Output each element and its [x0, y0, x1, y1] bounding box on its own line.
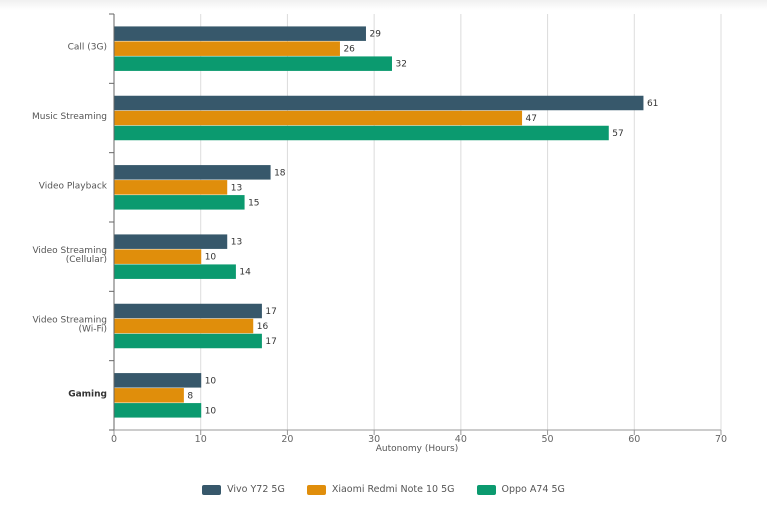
bar-value-label: 18: [274, 168, 286, 178]
bar[interactable]: [114, 333, 262, 349]
category-labels: Call (3G) Music Streaming Video Playback Vi…: [32, 43, 108, 400]
legend-label: Xiaomi Redmi Note 10 5G: [331, 484, 455, 495]
bar-value-label: 10: [205, 253, 217, 263]
bar[interactable]: [114, 110, 523, 126]
bar-value-label: 16: [257, 322, 269, 332]
bar[interactable]: [114, 388, 184, 403]
bar[interactable]: [114, 41, 340, 56]
bar[interactable]: [114, 264, 236, 279]
bar[interactable]: [114, 234, 228, 249]
category-label: Video Playback: [39, 181, 108, 191]
bar[interactable]: [114, 318, 254, 334]
bar-value-label: 13: [231, 183, 242, 193]
x-tick-label: 0: [111, 434, 117, 445]
category-label: (Cellular): [66, 255, 107, 265]
legend-label: Oppo A74 5G: [501, 484, 565, 495]
bar-value-label: 8: [187, 391, 193, 401]
x-tick-label: 40: [455, 434, 467, 445]
bar-value-label: 17: [265, 307, 276, 317]
bar[interactable]: [114, 26, 366, 41]
axes: [109, 13, 722, 435]
bar-value-label: 10: [205, 406, 217, 416]
bar[interactable]: [114, 373, 202, 388]
bar[interactable]: [114, 125, 609, 141]
bar-value-label: 26: [343, 45, 355, 55]
x-tick-label: 70: [715, 434, 727, 445]
category-label: Video Streaming: [32, 316, 107, 326]
bar-value-label: 15: [248, 198, 259, 208]
bar-value-label: 14: [239, 268, 251, 278]
value-labels: 29 26 32 61 47 57 18 13 15 13 10 14 17 16 17 10 8 10: [187, 30, 658, 417]
bar[interactable]: [114, 165, 271, 180]
bar-value-label: 32: [395, 60, 406, 70]
legend-label: Vivo Y72 5G: [227, 484, 285, 495]
legend-swatch: [202, 484, 222, 495]
legend-item[interactable]: Vivo Y72 5G: [202, 484, 285, 495]
bar-value-label: 13: [231, 238, 242, 248]
bar-value-label: 10: [205, 376, 217, 386]
category-label: Music Streaming: [32, 112, 107, 122]
legend-swatch: [306, 484, 326, 495]
x-tick-label: 20: [281, 434, 293, 445]
bar-value-label: 57: [612, 129, 623, 139]
bars: [114, 26, 644, 418]
legend-item[interactable]: Xiaomi Redmi Note 10 5G: [306, 484, 455, 495]
x-tick-label: 30: [368, 434, 380, 445]
x-tick-label: 60: [628, 434, 640, 445]
legend: Vivo Y72 5G Xiaomi Redmi Note 10 5G Oppo A…: [0, 484, 767, 495]
bar-value-label: 61: [647, 99, 658, 109]
category-label: Gaming: [68, 389, 107, 399]
bar[interactable]: [114, 195, 245, 210]
category-label: (Wi-Fi): [79, 325, 108, 335]
bar[interactable]: [114, 249, 202, 264]
bar[interactable]: [114, 303, 262, 319]
bar[interactable]: [114, 95, 644, 111]
category-label: Call (3G): [68, 43, 107, 53]
legend-item[interactable]: Oppo A74 5G: [476, 484, 565, 495]
top-shadow: [0, 0, 767, 10]
bar-value-label: 17: [265, 337, 276, 347]
category-label: Video Streaming: [32, 246, 107, 256]
x-tick-label: 10: [195, 434, 207, 445]
x-tick-labels: 0 10 20 30 40 50 60 70: [111, 434, 727, 445]
x-tick-label: 50: [542, 434, 554, 445]
bar[interactable]: [114, 56, 392, 71]
legend-swatch: [476, 484, 496, 495]
bar[interactable]: [114, 403, 202, 418]
x-axis-title: Autonomy (Hours): [376, 444, 458, 454]
bar-value-label: 29: [369, 30, 381, 40]
bar[interactable]: [114, 180, 228, 195]
bar-value-label: 47: [526, 114, 537, 124]
grid-lines: [200, 14, 722, 430]
